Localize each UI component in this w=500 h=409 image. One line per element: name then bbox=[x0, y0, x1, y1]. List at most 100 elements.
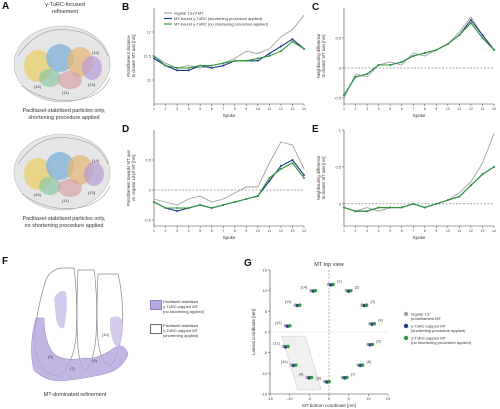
spoke-label: (12) bbox=[275, 321, 282, 325]
spoke-label: (4) bbox=[378, 319, 383, 323]
chart-g: MT top view -15 -10 -5 0 5 10 15 -15 -10 -5 0 5 10 15 M… bbox=[251, 262, 472, 408]
panel-a-letter: A bbox=[2, 1, 10, 12]
svg-text:(10): (10) bbox=[34, 84, 42, 89]
data-point-noshort bbox=[446, 43, 449, 45]
x-tick-label: 8 bbox=[424, 107, 426, 111]
x-tick-label: 9 bbox=[245, 107, 247, 111]
svg-text:(10): (10) bbox=[102, 332, 110, 337]
y-axis-label: Protofilament distanceto closest MT axis… bbox=[126, 35, 136, 78]
x-tick-label: 3 bbox=[176, 229, 178, 233]
data-point-noshort bbox=[389, 64, 392, 66]
data-point-noshort bbox=[222, 62, 225, 65]
y-tick-label: -15 bbox=[261, 392, 268, 397]
data-point-noshort bbox=[481, 37, 484, 39]
series-line-short bbox=[343, 166, 495, 212]
legend-entry-regular: regular 13-pf MT bbox=[174, 11, 204, 16]
y-tick-label: 0 bbox=[265, 330, 268, 335]
data-point-noshort bbox=[458, 195, 461, 198]
y-tick-label: 0.5 bbox=[145, 158, 151, 163]
data-point-noshort bbox=[164, 207, 167, 209]
data-point-noshort bbox=[400, 61, 403, 63]
data-point-noshort bbox=[222, 204, 225, 206]
panel-f-legend-swatch-1 bbox=[150, 300, 162, 310]
spoke-label: (11) bbox=[273, 341, 280, 345]
x-tick-label: 4 bbox=[378, 229, 380, 233]
data-point-short bbox=[291, 38, 294, 41]
x-tick-label: 5 bbox=[389, 107, 391, 111]
panel-f-caption: MT-dominated refinement bbox=[43, 392, 107, 398]
x-tick-label: 1 bbox=[153, 107, 155, 111]
x-tick-label: 4 bbox=[188, 229, 190, 233]
data-point-short bbox=[279, 165, 282, 167]
x-tick-label: 14 bbox=[302, 229, 306, 233]
x-tick-label: 5 bbox=[348, 396, 351, 401]
series-line-noshort bbox=[343, 166, 495, 212]
data-point-noshort bbox=[199, 64, 202, 67]
legend-entry-noshort: γ-TuRC-capped MT (no shortening procedure… bbox=[411, 335, 472, 345]
data-point-noshort bbox=[233, 59, 236, 62]
x-tick-label: 7 bbox=[222, 229, 224, 233]
panel-f-mt-density: (6) (7) (9) (10) bbox=[31, 267, 129, 382]
svg-text:(11): (11) bbox=[62, 90, 69, 95]
x-tick-label: 4 bbox=[378, 107, 380, 111]
chart-d: D-0.500.51 2 3 4 5 6 7 8 9 10 11 12 13 14SpokeProtofi… bbox=[122, 124, 306, 240]
x-tick-label: 6 bbox=[211, 107, 213, 111]
x-tick-label: 0 bbox=[328, 396, 331, 401]
spoke-label: (7) bbox=[351, 372, 356, 376]
legend-entry-noshort: MT-bound γ-TuRC (no shortening procedure… bbox=[174, 22, 269, 27]
y-axis-label: Neighbouring differenceto closest MT axi… bbox=[316, 155, 326, 200]
x-tick-label: 10 bbox=[446, 107, 450, 111]
data-point-noshort bbox=[458, 34, 461, 36]
y-tick-label: 1 bbox=[339, 128, 342, 133]
data-point-noshort bbox=[233, 201, 236, 203]
svg-text:(13): (13) bbox=[88, 190, 96, 195]
data-point-short bbox=[176, 69, 179, 72]
y-tick-label: 0 bbox=[149, 188, 152, 193]
x-tick-label: 9 bbox=[435, 229, 437, 233]
legend-marker-noshort bbox=[403, 335, 409, 341]
svg-text:(13): (13) bbox=[88, 82, 96, 87]
data-point-noshort bbox=[210, 207, 213, 209]
y-tick-label: 12 bbox=[147, 30, 152, 35]
data-point-noshort bbox=[176, 67, 179, 69]
x-tick-label: 6 bbox=[401, 229, 403, 233]
data-point-noshort bbox=[256, 57, 259, 60]
data-point-noshort bbox=[354, 76, 357, 78]
y-tick-label: 0.5 bbox=[335, 36, 341, 41]
series-line-regular bbox=[343, 133, 495, 212]
data-point-noshort bbox=[469, 184, 472, 187]
data-point-noshort bbox=[303, 177, 305, 179]
panel-f-letter: F bbox=[2, 256, 9, 267]
x-tick-label: 12 bbox=[469, 107, 473, 111]
data-point-short bbox=[291, 159, 294, 161]
svg-text:(7): (7) bbox=[70, 366, 76, 371]
series-line-short bbox=[153, 38, 305, 71]
data-point-noshort bbox=[279, 50, 282, 53]
data-point-short bbox=[256, 59, 259, 62]
x-tick-label: 13 bbox=[480, 107, 484, 111]
data-point-noshort bbox=[279, 168, 282, 170]
legend-entry-short: MT-bound γ-TuRC (shortening procedure ap… bbox=[174, 16, 263, 21]
point-no-shortening bbox=[372, 322, 377, 326]
x-tick-label: -15 bbox=[267, 396, 274, 401]
data-point-short bbox=[222, 64, 225, 67]
data-point-noshort bbox=[153, 201, 155, 203]
spoke-label: (5) bbox=[376, 339, 381, 343]
x-tick-label: 13 bbox=[480, 229, 484, 233]
x-tick-label: 14 bbox=[302, 107, 306, 111]
chart-c: C-0.500.51 2 3 4 5 6 7 8 9 10 11 12 13 14SpokeNeighbo… bbox=[312, 2, 496, 118]
y-tick-label: 11 bbox=[147, 78, 152, 83]
x-tick-label: 2 bbox=[165, 107, 167, 111]
x-axis-label: Spoke bbox=[223, 235, 236, 240]
point-no-shortening bbox=[298, 303, 302, 307]
data-point-noshort bbox=[268, 177, 271, 179]
y-tick-label: 5 bbox=[265, 309, 268, 314]
data-point-noshort bbox=[303, 47, 305, 50]
x-tick-label: 11 bbox=[268, 229, 272, 233]
x-tick-label: 1 bbox=[343, 107, 345, 111]
spoke-label: (2) bbox=[355, 286, 360, 290]
data-point-short bbox=[268, 180, 271, 182]
data-point-noshort bbox=[412, 55, 415, 57]
data-point-noshort bbox=[245, 59, 248, 62]
